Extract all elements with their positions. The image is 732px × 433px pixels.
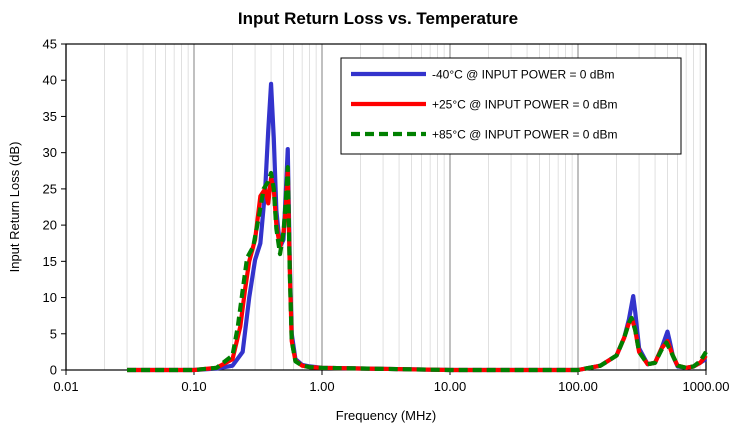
series-layer bbox=[127, 81, 708, 373]
x-tick-label: 10.00 bbox=[434, 379, 467, 394]
y-tick-label: 15 bbox=[43, 254, 57, 269]
y-tick-label: 40 bbox=[43, 73, 57, 88]
y-tick-label: 45 bbox=[43, 37, 57, 52]
series-line-3 bbox=[127, 165, 708, 373]
x-tick-label: 100.00 bbox=[558, 379, 598, 394]
y-tick-label: 10 bbox=[43, 290, 57, 305]
chart-title: Input Return Loss vs. Temperature bbox=[238, 9, 518, 28]
grid-layer bbox=[65, 44, 707, 370]
x-tick-label: 0.10 bbox=[181, 379, 206, 394]
y-tick-label: 35 bbox=[43, 109, 57, 124]
y-tick-label: 30 bbox=[43, 145, 57, 160]
tick-layer: 0.01 0.10 1.00 10.00 100.00 1000.00 0 5 10 15 20 25… bbox=[43, 37, 730, 395]
series-line-2 bbox=[127, 168, 708, 373]
x-tick-label: 1000.00 bbox=[683, 379, 730, 394]
legend: -40°C @ INPUT POWER = 0 dBm +25°C @ INPUT… bbox=[340, 57, 682, 155]
x-tick-label: 1.00 bbox=[309, 379, 334, 394]
x-axis-label: Frequency (MHz) bbox=[336, 408, 436, 423]
y-tick-label: 0 bbox=[50, 363, 57, 378]
legend-label-3: +85°C @ INPUT POWER = 0 dBm bbox=[432, 128, 617, 142]
x-tick-label: 0.01 bbox=[53, 379, 78, 394]
legend-label-1: -40°C @ INPUT POWER = 0 dBm bbox=[432, 68, 614, 82]
y-tick-label: 25 bbox=[43, 181, 57, 196]
y-axis-label: Input Return Loss (dB) bbox=[7, 142, 22, 273]
y-tick-label: 20 bbox=[43, 218, 57, 233]
y-tick-label: 5 bbox=[50, 326, 57, 341]
legend-label-2: +25°C @ INPUT POWER = 0 dBm bbox=[432, 98, 617, 112]
